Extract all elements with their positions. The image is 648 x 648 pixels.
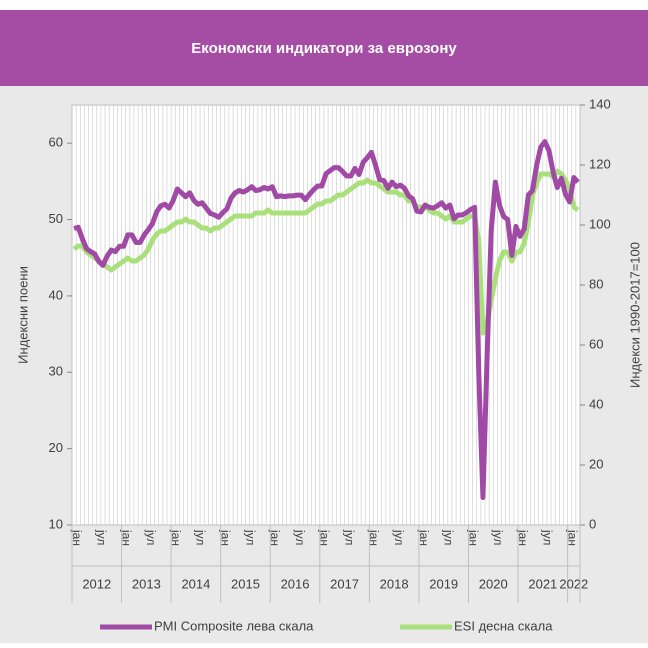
year-label: 2018 — [380, 576, 409, 591]
y2-tick-label: 60 — [589, 336, 603, 351]
y-tick-label: 20 — [49, 440, 63, 455]
x-tick-label: јул — [342, 529, 356, 545]
legend-label: ESI десна скала — [454, 618, 553, 633]
x-tick-label: јан — [565, 529, 579, 546]
x-tick-label: јул — [541, 529, 555, 545]
x-tick-label: јан — [70, 529, 84, 546]
x-tick-label: јан — [119, 529, 133, 546]
y-tick-label: 60 — [49, 135, 63, 150]
data-line — [72, 168, 580, 336]
x-tick-label: јул — [442, 529, 456, 545]
legend-label: PMI Composite лева скала — [154, 618, 314, 633]
x-tick-label: јул — [243, 529, 257, 545]
plot-area — [72, 105, 580, 525]
year-label: 2019 — [429, 576, 458, 591]
year-label: 2020 — [479, 576, 508, 591]
y2-tick-label: 100 — [589, 216, 611, 231]
chart-title: Економски индикатори за еврозону — [191, 40, 457, 57]
x-tick-label: јан — [466, 529, 480, 546]
x-tick-label: јул — [194, 529, 208, 545]
year-label: 2022 — [559, 576, 588, 591]
y2-tick-label: 120 — [589, 156, 611, 171]
year-label: 2012 — [82, 576, 111, 591]
plot-border — [71, 104, 581, 526]
data-line — [73, 139, 580, 501]
x-tick-label: јан — [268, 529, 282, 546]
y2-tick-label: 40 — [589, 396, 603, 411]
x-tick-label: јан — [516, 529, 530, 546]
x-tick-label: јул — [392, 529, 406, 545]
y-tick-label: 10 — [49, 516, 63, 531]
x-tick-label: јул — [293, 529, 307, 545]
x-tick-label: јул — [95, 529, 109, 545]
y2-tick-label: 140 — [589, 96, 611, 111]
x-tick-label: јул — [491, 529, 505, 545]
y-tick-label: 50 — [49, 211, 63, 226]
year-label: 2016 — [281, 576, 310, 591]
y2-tick-label: 20 — [589, 456, 603, 471]
y-tick-label: 40 — [49, 287, 63, 302]
x-tick-label: јул — [144, 529, 158, 545]
x-tick-label: јан — [367, 529, 381, 546]
year-label: 2015 — [231, 576, 260, 591]
y-axis-label: Индексни поени — [15, 266, 30, 364]
y2-tick-label: 0 — [589, 516, 596, 531]
y2-axis-label: Индекси 1990-2017=100 — [627, 242, 642, 388]
x-tick-label: јан — [169, 529, 183, 546]
year-label: 2017 — [330, 576, 359, 591]
x-tick-label: јан — [318, 529, 332, 546]
year-label: 2013 — [132, 576, 161, 591]
y-tick-label: 30 — [49, 364, 63, 379]
x-tick-label: јан — [219, 529, 233, 546]
year-label: 2021 — [528, 576, 557, 591]
y2-tick-label: 80 — [589, 276, 603, 291]
x-tick-label: јан — [417, 529, 431, 546]
title-bar — [0, 10, 648, 86]
year-label: 2014 — [181, 576, 210, 591]
